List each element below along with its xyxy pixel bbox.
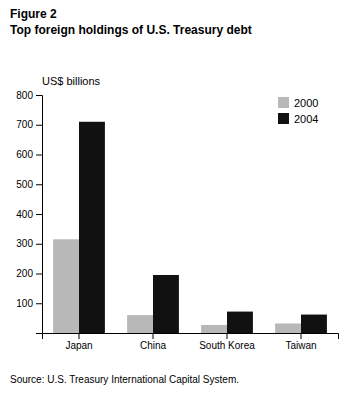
bar <box>201 325 227 333</box>
tick-mark <box>227 333 228 339</box>
axis-line <box>43 334 339 340</box>
tick-label: 800 <box>16 90 33 101</box>
tick-mark <box>79 333 80 339</box>
legend-swatch <box>278 113 289 124</box>
tick-mark <box>36 95 42 96</box>
tick-label: 100 <box>16 298 33 309</box>
bar <box>153 275 179 333</box>
tick-label: 500 <box>16 179 33 190</box>
bar <box>275 323 301 333</box>
x-axis: Japan China South Korea Taiwan <box>43 333 339 351</box>
bar <box>79 122 105 333</box>
y-tick: 200 <box>16 268 42 279</box>
tick-mark <box>36 184 42 185</box>
bar <box>127 315 153 333</box>
axis-line <box>36 96 43 334</box>
y-tick: 700 <box>16 119 42 130</box>
tick-mark <box>36 303 42 304</box>
tick-label: Japan <box>65 340 92 351</box>
x-tick: China <box>140 333 167 351</box>
x-tick: Japan <box>65 333 92 351</box>
chart: Figure 2 Top foreign holdings of U.S. Tre… <box>0 0 350 395</box>
y-tick: 300 <box>16 238 42 249</box>
legend: 2000 2004 <box>278 97 318 125</box>
legend-label: 2004 <box>294 113 318 125</box>
y-axis: 100 200 300 400 500 600 700 800 <box>16 90 42 334</box>
legend-swatch <box>278 97 289 108</box>
plot: US$ billions 100 200 300 400 500 600 700 800 Japa… <box>16 75 338 351</box>
tick-mark <box>36 274 42 275</box>
bar <box>301 315 327 333</box>
x-tick: South Korea <box>199 333 255 351</box>
legend-item: 2000 <box>278 97 318 109</box>
tick-mark <box>36 214 42 215</box>
figure-label: Figure 2 <box>10 7 57 21</box>
y-tick: 500 <box>16 179 42 190</box>
y-tick: 600 <box>16 149 42 160</box>
tick-mark <box>301 333 302 339</box>
legend-label: 2000 <box>294 97 318 109</box>
y-label: US$ billions <box>42 75 101 87</box>
bar <box>227 312 253 333</box>
tick-label: Taiwan <box>285 340 316 351</box>
source: Source: U.S. Treasury International Capi… <box>10 374 239 385</box>
x-tick: Taiwan <box>285 333 316 351</box>
y-tick: 100 <box>16 298 42 309</box>
title: Top foreign holdings of U.S. Treasury de… <box>10 23 252 37</box>
y-tick: 400 <box>16 209 42 220</box>
tick-label: South Korea <box>199 340 255 351</box>
tick-mark <box>36 125 42 126</box>
legend-item: 2004 <box>278 113 318 125</box>
tick-label: China <box>140 340 167 351</box>
tick-mark <box>36 155 42 156</box>
tick-label: 600 <box>16 149 33 160</box>
tick-mark <box>153 333 154 339</box>
tick-label: 700 <box>16 119 33 130</box>
tick-label: 400 <box>16 209 33 220</box>
tick-label: 200 <box>16 268 33 279</box>
tick-mark <box>36 244 42 245</box>
bars <box>53 122 327 333</box>
y-tick: 800 <box>16 90 42 101</box>
tick-label: 300 <box>16 238 33 249</box>
bar <box>53 239 79 333</box>
